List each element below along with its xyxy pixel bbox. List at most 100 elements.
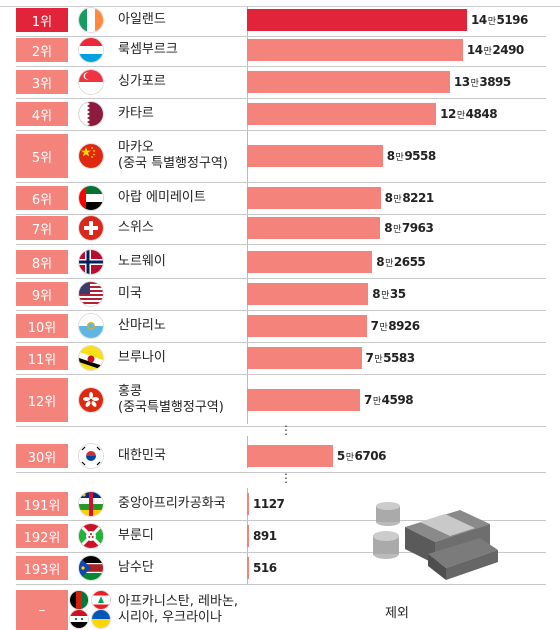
- data-label: 7 만 4598: [364, 393, 414, 407]
- data-label: 8 만 2655: [376, 255, 426, 269]
- data-label: 8 만 9558: [386, 149, 437, 163]
- data-label: 891: [253, 529, 277, 543]
- country-name: 미국: [118, 286, 142, 301]
- data-bar: [247, 493, 249, 515]
- data-bar: [247, 145, 383, 167]
- brunei-flag-icon: [79, 346, 103, 370]
- data-bar: [247, 525, 249, 547]
- data-label: 14 만 5196: [471, 13, 528, 27]
- luxembourg-flag-icon: [79, 38, 103, 62]
- row-separator: [16, 426, 546, 427]
- norway-flag-icon: [79, 250, 103, 274]
- row-separator: [16, 66, 546, 67]
- money-stack-icon: [350, 492, 500, 582]
- excluded-flag-icon: [92, 610, 110, 628]
- san-marino-flag-icon: [79, 314, 103, 338]
- country-name: 아랍 에미레이트: [118, 190, 206, 205]
- excluded-flag-icon: [70, 591, 88, 609]
- rank-badge: 6위: [16, 186, 68, 210]
- row-separator: [16, 214, 546, 215]
- country-name: 중앙아프리카공화국: [118, 496, 226, 511]
- south-sudan-flag-icon: [79, 556, 103, 580]
- data-bar: [247, 217, 381, 239]
- row-separator: [16, 130, 546, 131]
- data-bar: [247, 187, 381, 209]
- rank-badge: 191위: [16, 492, 68, 516]
- singapore-flag-icon: [79, 70, 103, 94]
- data-label: 12 만 4848: [440, 107, 498, 121]
- row-separator: [16, 374, 546, 375]
- data-bar: [247, 39, 463, 61]
- data-bar: [247, 557, 249, 579]
- excluded-flag-icon: [92, 591, 110, 609]
- country-name: 대한민국: [118, 448, 166, 463]
- rank-badge: 5위: [16, 134, 68, 178]
- hong-kong-flag-icon: [79, 388, 103, 412]
- rank-badge: 7위: [16, 216, 68, 240]
- country-name: 아일랜드: [118, 12, 166, 27]
- country-name: 홍콩 (중국특별행정구역): [118, 384, 224, 415]
- usa-flag-icon: [79, 282, 103, 306]
- rank-badge: 193위: [16, 556, 68, 580]
- rank-badge: 192위: [16, 524, 68, 548]
- data-label: 516: [253, 561, 277, 575]
- country-name: 마카오 (중국 특별행정구역): [118, 140, 228, 171]
- rank-badge: –: [16, 590, 68, 630]
- excluded-flag-icon: [70, 610, 88, 628]
- country-name: 카타르: [118, 106, 154, 121]
- ellipsis-marker: ⋮: [280, 471, 292, 485]
- data-bar: [247, 251, 373, 273]
- data-label: 5 만 6706: [336, 449, 387, 463]
- burundi-flag-icon: [79, 524, 103, 548]
- rank-badge: 4위: [16, 102, 68, 126]
- row-separator: [16, 36, 546, 37]
- row-separator: [16, 584, 546, 585]
- data-label: 13 만 3895: [453, 75, 511, 89]
- bar-axis-line: [247, 6, 248, 424]
- country-name: 노르웨이: [118, 254, 166, 269]
- data-bar: [247, 347, 362, 369]
- rank-badge: 10위: [16, 314, 68, 338]
- row-separator: [16, 310, 546, 311]
- china-flag-icon: [79, 144, 103, 168]
- data-bar: [247, 283, 369, 305]
- country-name: 브루나이: [118, 350, 166, 365]
- switzerland-flag-icon: [79, 216, 103, 240]
- rank-badge: 30위: [16, 444, 68, 468]
- row-separator: [16, 244, 546, 245]
- data-bar: [247, 103, 437, 125]
- rank-badge: 11위: [16, 346, 68, 370]
- rank-badge: 3위: [16, 70, 68, 94]
- data-bar: [247, 389, 361, 411]
- rank-badge: 8위: [16, 250, 68, 274]
- data-label: 1127: [253, 497, 285, 511]
- row-separator: [16, 342, 546, 343]
- central-african-republic-flag-icon: [79, 492, 103, 516]
- country-name: 스위스: [118, 220, 154, 235]
- excluded-label: 제외: [385, 606, 409, 621]
- row-separator: [16, 552, 546, 553]
- data-label: 8 만 35: [372, 287, 406, 301]
- excluded-countries: 아프카니스탄, 레바논, 시리아, 우크라이나: [118, 594, 239, 625]
- data-label: 8 만 7963: [384, 221, 434, 235]
- data-bar: [247, 445, 333, 467]
- data-label: 7 만 5583: [365, 351, 416, 365]
- rank-badge: 12위: [16, 378, 68, 422]
- data-label: 7 만 8926: [370, 319, 421, 333]
- coin-stack-icon: [373, 502, 400, 559]
- rank-badge: 1위: [16, 8, 68, 32]
- chart-top-edge: [0, 0, 560, 7]
- row-separator: [16, 472, 546, 473]
- ireland-flag-icon: [79, 8, 103, 32]
- country-name: 룩셈부르크: [118, 42, 178, 57]
- data-label: 14 만 2490: [466, 43, 524, 57]
- south-korea-flag-icon: [79, 444, 103, 468]
- country-name: 싱가포르: [118, 74, 166, 89]
- country-name: 산마리노: [118, 318, 166, 333]
- row-separator: [16, 278, 546, 279]
- rank-badge: 9위: [16, 282, 68, 306]
- country-name: 부룬디: [118, 528, 154, 543]
- rank-badge: 2위: [16, 38, 68, 62]
- row-separator: [16, 520, 546, 521]
